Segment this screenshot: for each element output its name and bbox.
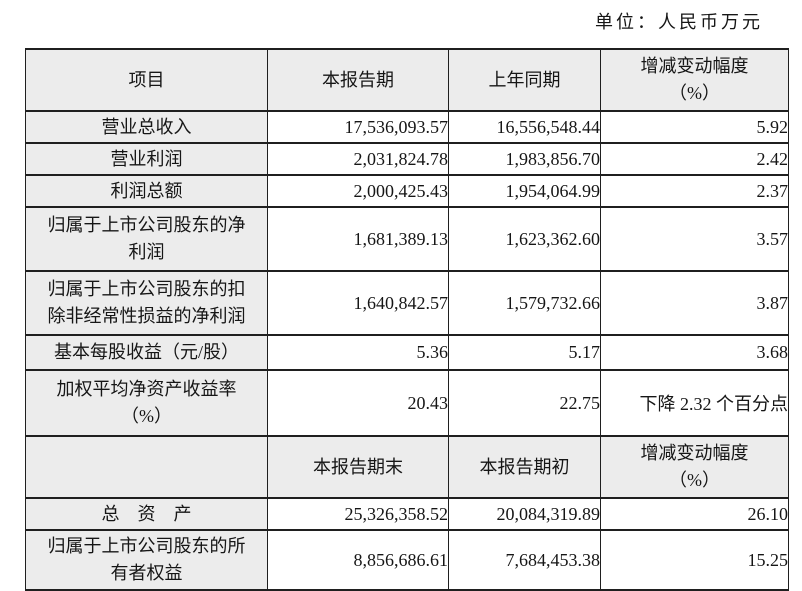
current-value-cell: 2,000,425.43 <box>267 174 449 208</box>
table-row-basic-eps: 基本每股收益（元/股） 5.36 5.17 3.68 <box>25 334 789 371</box>
item-label-cell: 归属于上市公司股东的所 有者权益 <box>25 529 268 591</box>
table-row-total-revenue: 营业总收入 17,536,093.57 16,556,548.44 5.92 <box>25 110 789 144</box>
header-prior-period: 上年同期 <box>448 48 601 112</box>
header-change-pct: 增减变动幅度 （%） <box>600 48 789 112</box>
header-empty <box>25 435 268 499</box>
change-value-cell: 26.10 <box>600 497 789 531</box>
header-change-pct-2: 增减变动幅度 （%） <box>600 435 789 499</box>
table-row-owners-equity: 归属于上市公司股东的所 有者权益 8,856,686.61 7,684,453.… <box>25 529 789 591</box>
current-value-cell: 1,681,389.13 <box>267 206 449 272</box>
item-label-cell: 利润总额 <box>25 174 268 208</box>
header-period-start: 本报告期初 <box>448 435 601 499</box>
table-header-row-period: 项目 本报告期 上年同期 增减变动幅度 （%） <box>25 48 789 112</box>
change-value-cell: 2.42 <box>600 142 789 176</box>
prior-value-cell: 22.75 <box>448 369 601 437</box>
prior-value-cell: 1,954,064.99 <box>448 174 601 208</box>
change-value-cell: 下降 2.32 个百分点 <box>600 369 789 437</box>
header-item: 项目 <box>25 48 268 112</box>
table-header-row-balance: 本报告期末 本报告期初 增减变动幅度 （%） <box>25 435 789 499</box>
current-value-cell: 20.43 <box>267 369 449 437</box>
change-value-cell: 5.92 <box>600 110 789 144</box>
table-row-operating-profit: 营业利润 2,031,824.78 1,983,856.70 2.42 <box>25 142 789 176</box>
current-value-cell: 25,326,358.52 <box>267 497 449 531</box>
current-value-cell: 1,640,842.57 <box>267 270 449 336</box>
table-row-net-profit-deducted: 归属于上市公司股东的扣 除非经常性损益的净利润 1,640,842.57 1,5… <box>25 270 789 336</box>
item-label-cell: 营业总收入 <box>25 110 268 144</box>
item-label-cell: 加权平均净资产收益率 （%） <box>25 369 268 437</box>
prior-value-cell: 1,623,362.60 <box>448 206 601 272</box>
item-label-cell: 营业利润 <box>25 142 268 176</box>
financial-summary-table: 项目 本报告期 上年同期 增减变动幅度 （%） 营业总收入 17,536,093… <box>25 48 789 591</box>
table-row-total-profit: 利润总额 2,000,425.43 1,954,064.99 2.37 <box>25 174 789 208</box>
prior-value-cell: 5.17 <box>448 334 601 371</box>
change-value-cell: 3.87 <box>600 270 789 336</box>
table-row-net-profit: 归属于上市公司股东的净 利润 1,681,389.13 1,623,362.60… <box>25 206 789 272</box>
change-value-cell: 3.68 <box>600 334 789 371</box>
header-current-period: 本报告期 <box>267 48 449 112</box>
item-label-cell: 归属于上市公司股东的净 利润 <box>25 206 268 272</box>
header-period-end: 本报告期末 <box>267 435 449 499</box>
prior-value-cell: 1,579,732.66 <box>448 270 601 336</box>
unit-label: 单位：人民币万元 <box>595 12 763 32</box>
change-value-cell: 3.57 <box>600 206 789 272</box>
change-value-cell: 15.25 <box>600 529 789 591</box>
item-label-cell: 总 资 产 <box>25 497 268 531</box>
current-value-cell: 5.36 <box>267 334 449 371</box>
prior-value-cell: 20,084,319.89 <box>448 497 601 531</box>
prior-value-cell: 1,983,856.70 <box>448 142 601 176</box>
table-row-total-assets: 总 资 产 25,326,358.52 20,084,319.89 26.10 <box>25 497 789 531</box>
current-value-cell: 17,536,093.57 <box>267 110 449 144</box>
current-value-cell: 8,856,686.61 <box>267 529 449 591</box>
item-label-cell: 基本每股收益（元/股） <box>25 334 268 371</box>
prior-value-cell: 16,556,548.44 <box>448 110 601 144</box>
prior-value-cell: 7,684,453.38 <box>448 529 601 591</box>
change-value-cell: 2.37 <box>600 174 789 208</box>
table-row-weighted-roe: 加权平均净资产收益率 （%） 20.43 22.75 下降 2.32 个百分点 <box>25 369 789 437</box>
item-label-cell: 归属于上市公司股东的扣 除非经常性损益的净利润 <box>25 270 268 336</box>
current-value-cell: 2,031,824.78 <box>267 142 449 176</box>
